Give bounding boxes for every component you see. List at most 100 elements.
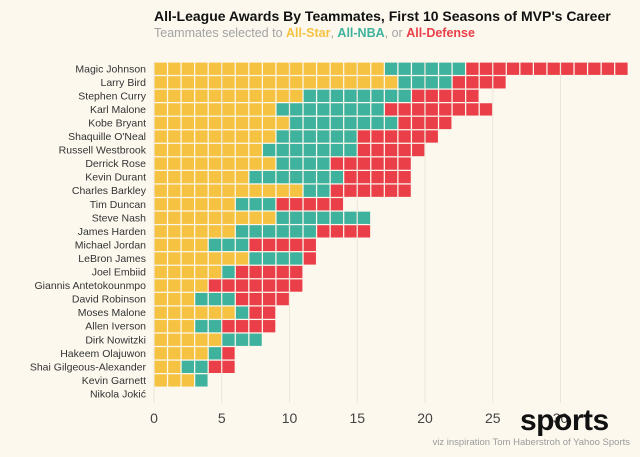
waffle-cell-all-nba-shaquille-o-neal <box>317 130 330 143</box>
waffle-cell-all-star-tim-duncan <box>195 198 208 211</box>
legend-all-defense: All-Defense <box>406 26 475 40</box>
waffle-cell-all-nba-kobe-bryant <box>344 116 357 130</box>
waffle-cell-all-defense-kobe-bryant <box>439 116 452 130</box>
waffle-cell-all-star-michael-jordan <box>181 238 194 252</box>
waffle-cell-all-nba-stephen-curry <box>371 89 384 102</box>
subtitle-prefix: Teammates selected to <box>154 26 287 40</box>
waffle-cell-all-nba-kevin-durant <box>276 171 289 184</box>
waffle-cell-all-star-larry-bird <box>208 76 222 89</box>
waffle-cell-all-nba-russell-westbrook <box>276 143 289 157</box>
y-tick-label: Allen Iverson <box>85 321 146 333</box>
waffle-cell-all-nba-magic-johnson <box>439 62 452 75</box>
waffle-cell-all-star-magic-johnson <box>303 62 316 75</box>
waffle-cell-all-defense-tim-duncan <box>290 198 303 211</box>
waffle-cell-all-star-shaquille-o-neal <box>154 130 167 143</box>
waffle-cell-all-defense-giannis-antetokounmpo <box>263 279 276 292</box>
waffle-cell-all-star-steve-nash <box>249 211 262 224</box>
waffle-cell-all-star-charles-barkley <box>154 184 167 197</box>
waffle-cell-all-star-larry-bird <box>235 76 249 89</box>
y-tick-label: Magic Johnson <box>75 63 146 75</box>
waffle-cell-all-nba-kevin-durant <box>317 171 330 184</box>
waffle-cell-all-star-derrick-rose <box>181 157 194 170</box>
waffle-cell-all-star-tim-duncan <box>181 198 194 211</box>
waffle-cell-all-star-steve-nash <box>235 211 249 224</box>
waffle-cell-all-nba-magic-johnson <box>412 62 425 75</box>
waffle-cell-all-nba-shaquille-o-neal <box>290 130 303 143</box>
waffle-cell-all-star-derrick-rose <box>208 157 222 170</box>
waffle-cell-all-nba-larry-bird <box>439 76 452 89</box>
waffle-cell-all-star-stephen-curry <box>263 89 276 102</box>
waffle-cell-all-star-derrick-rose <box>168 157 181 170</box>
waffle-cell-all-defense-russell-westbrook <box>384 143 398 157</box>
waffle-cell-all-nba-kobe-bryant <box>371 116 384 130</box>
waffle-cell-all-star-michael-jordan <box>154 238 167 252</box>
y-tick-label: Dirk Nowitzki <box>85 334 146 346</box>
waffle-cell-all-star-moses-malone <box>181 306 194 319</box>
waffle-cell-all-star-karl-malone <box>208 103 222 116</box>
waffle-cell-all-star-larry-bird <box>317 76 330 89</box>
waffle-cell-all-star-shaquille-o-neal <box>235 130 249 143</box>
x-tick-label: 5 <box>218 410 226 426</box>
waffle-cell-all-nba-david-robinson <box>222 292 235 306</box>
waffle-cell-all-defense-kevin-durant <box>371 171 384 184</box>
waffle-cell-all-star-charles-barkley <box>290 184 303 197</box>
waffle-cell-all-star-shaquille-o-neal <box>263 130 276 143</box>
waffle-cell-all-nba-magic-johnson <box>452 62 465 75</box>
waffle-cell-all-defense-derrick-rose <box>330 157 344 170</box>
waffle-cell-all-defense-russell-westbrook <box>412 143 425 157</box>
waffle-cell-all-star-stephen-curry <box>290 89 303 102</box>
waffle-cell-all-star-kevin-durant <box>235 171 249 184</box>
waffle-cell-all-star-kevin-durant <box>168 171 181 184</box>
waffle-cell-all-star-giannis-antetokounmpo <box>168 279 181 292</box>
waffle-cell-all-defense-magic-johnson <box>574 62 587 75</box>
waffle-cell-all-star-larry-bird <box>357 76 371 89</box>
waffle-cell-all-defense-russell-westbrook <box>398 143 411 157</box>
waffle-cell-all-star-larry-bird <box>263 76 276 89</box>
waffle-cell-all-star-james-harden <box>195 225 208 238</box>
waffle-cell-all-nba-lebron-james <box>249 252 262 265</box>
waffle-cell-all-nba-allen-iverson <box>195 320 208 333</box>
waffle-cell-all-nba-shai-gilgeous-alexander <box>181 360 194 373</box>
y-tick-label: Shai Gilgeous-Alexander <box>30 361 147 373</box>
waffle-cell-all-star-charles-barkley <box>181 184 194 197</box>
waffle-cell-all-star-hakeem-olajuwon <box>154 347 167 360</box>
waffle-cell-all-defense-david-robinson <box>276 292 289 306</box>
waffle-cell-all-star-kobe-bryant <box>249 116 262 130</box>
waffle-cell-all-defense-giannis-antetokounmpo <box>235 279 249 292</box>
waffle-cell-all-defense-joel-embiid <box>249 265 262 279</box>
waffle-cell-all-star-dirk-nowitzki <box>168 333 181 346</box>
waffle-cell-all-star-joel-embiid <box>154 265 167 279</box>
waffle-cell-all-defense-derrick-rose <box>344 157 357 170</box>
waffle-cell-all-defense-larry-bird <box>479 76 493 89</box>
waffle-cell-all-nba-shai-gilgeous-alexander <box>195 360 208 373</box>
x-tick-label: 30 <box>553 410 569 426</box>
waffle-cell-all-star-magic-johnson <box>357 62 371 75</box>
waffle-cell-all-nba-lebron-james <box>290 252 303 265</box>
y-tick-label: Giannis Antetokounmpo <box>35 280 147 292</box>
waffle-cell-all-defense-shaquille-o-neal <box>398 130 411 143</box>
waffle-cell-all-star-kevin-durant <box>154 171 167 184</box>
waffle-cell-all-star-kobe-bryant <box>208 116 222 130</box>
waffle-cell-all-nba-larry-bird <box>398 76 411 89</box>
waffle-cell-all-star-giannis-antetokounmpo <box>154 279 167 292</box>
waffle-cell-all-star-charles-barkley <box>195 184 208 197</box>
waffle-cell-all-nba-derrick-rose <box>290 157 303 170</box>
waffle-cell-all-star-steve-nash <box>168 211 181 224</box>
y-tick-label: Karl Malone <box>90 104 146 116</box>
waffle-cell-all-nba-lebron-james <box>263 252 276 265</box>
waffle-cell-all-defense-hakeem-olajuwon <box>222 347 235 360</box>
waffle-cell-all-star-kevin-durant <box>195 171 208 184</box>
waffle-cell-all-star-moses-malone <box>222 306 235 319</box>
waffle-cell-all-defense-giannis-antetokounmpo <box>222 279 235 292</box>
waffle-cell-all-nba-kobe-bryant <box>357 116 371 130</box>
waffle-cell-all-star-karl-malone <box>195 103 208 116</box>
waffle-cell-all-nba-kobe-bryant <box>384 116 398 130</box>
waffle-cell-all-star-larry-bird <box>276 76 289 89</box>
y-tick-label: David Robinson <box>72 294 146 306</box>
y-tick-label: Kevin Garnett <box>82 375 146 387</box>
waffle-cell-all-defense-derrick-rose <box>371 157 384 170</box>
x-tick-label: 25 <box>485 410 501 426</box>
waffle-cell-all-defense-moses-malone <box>249 306 262 319</box>
waffle-cell-all-nba-stephen-curry <box>398 89 411 102</box>
waffle-cell-all-nba-steve-nash <box>357 211 371 224</box>
